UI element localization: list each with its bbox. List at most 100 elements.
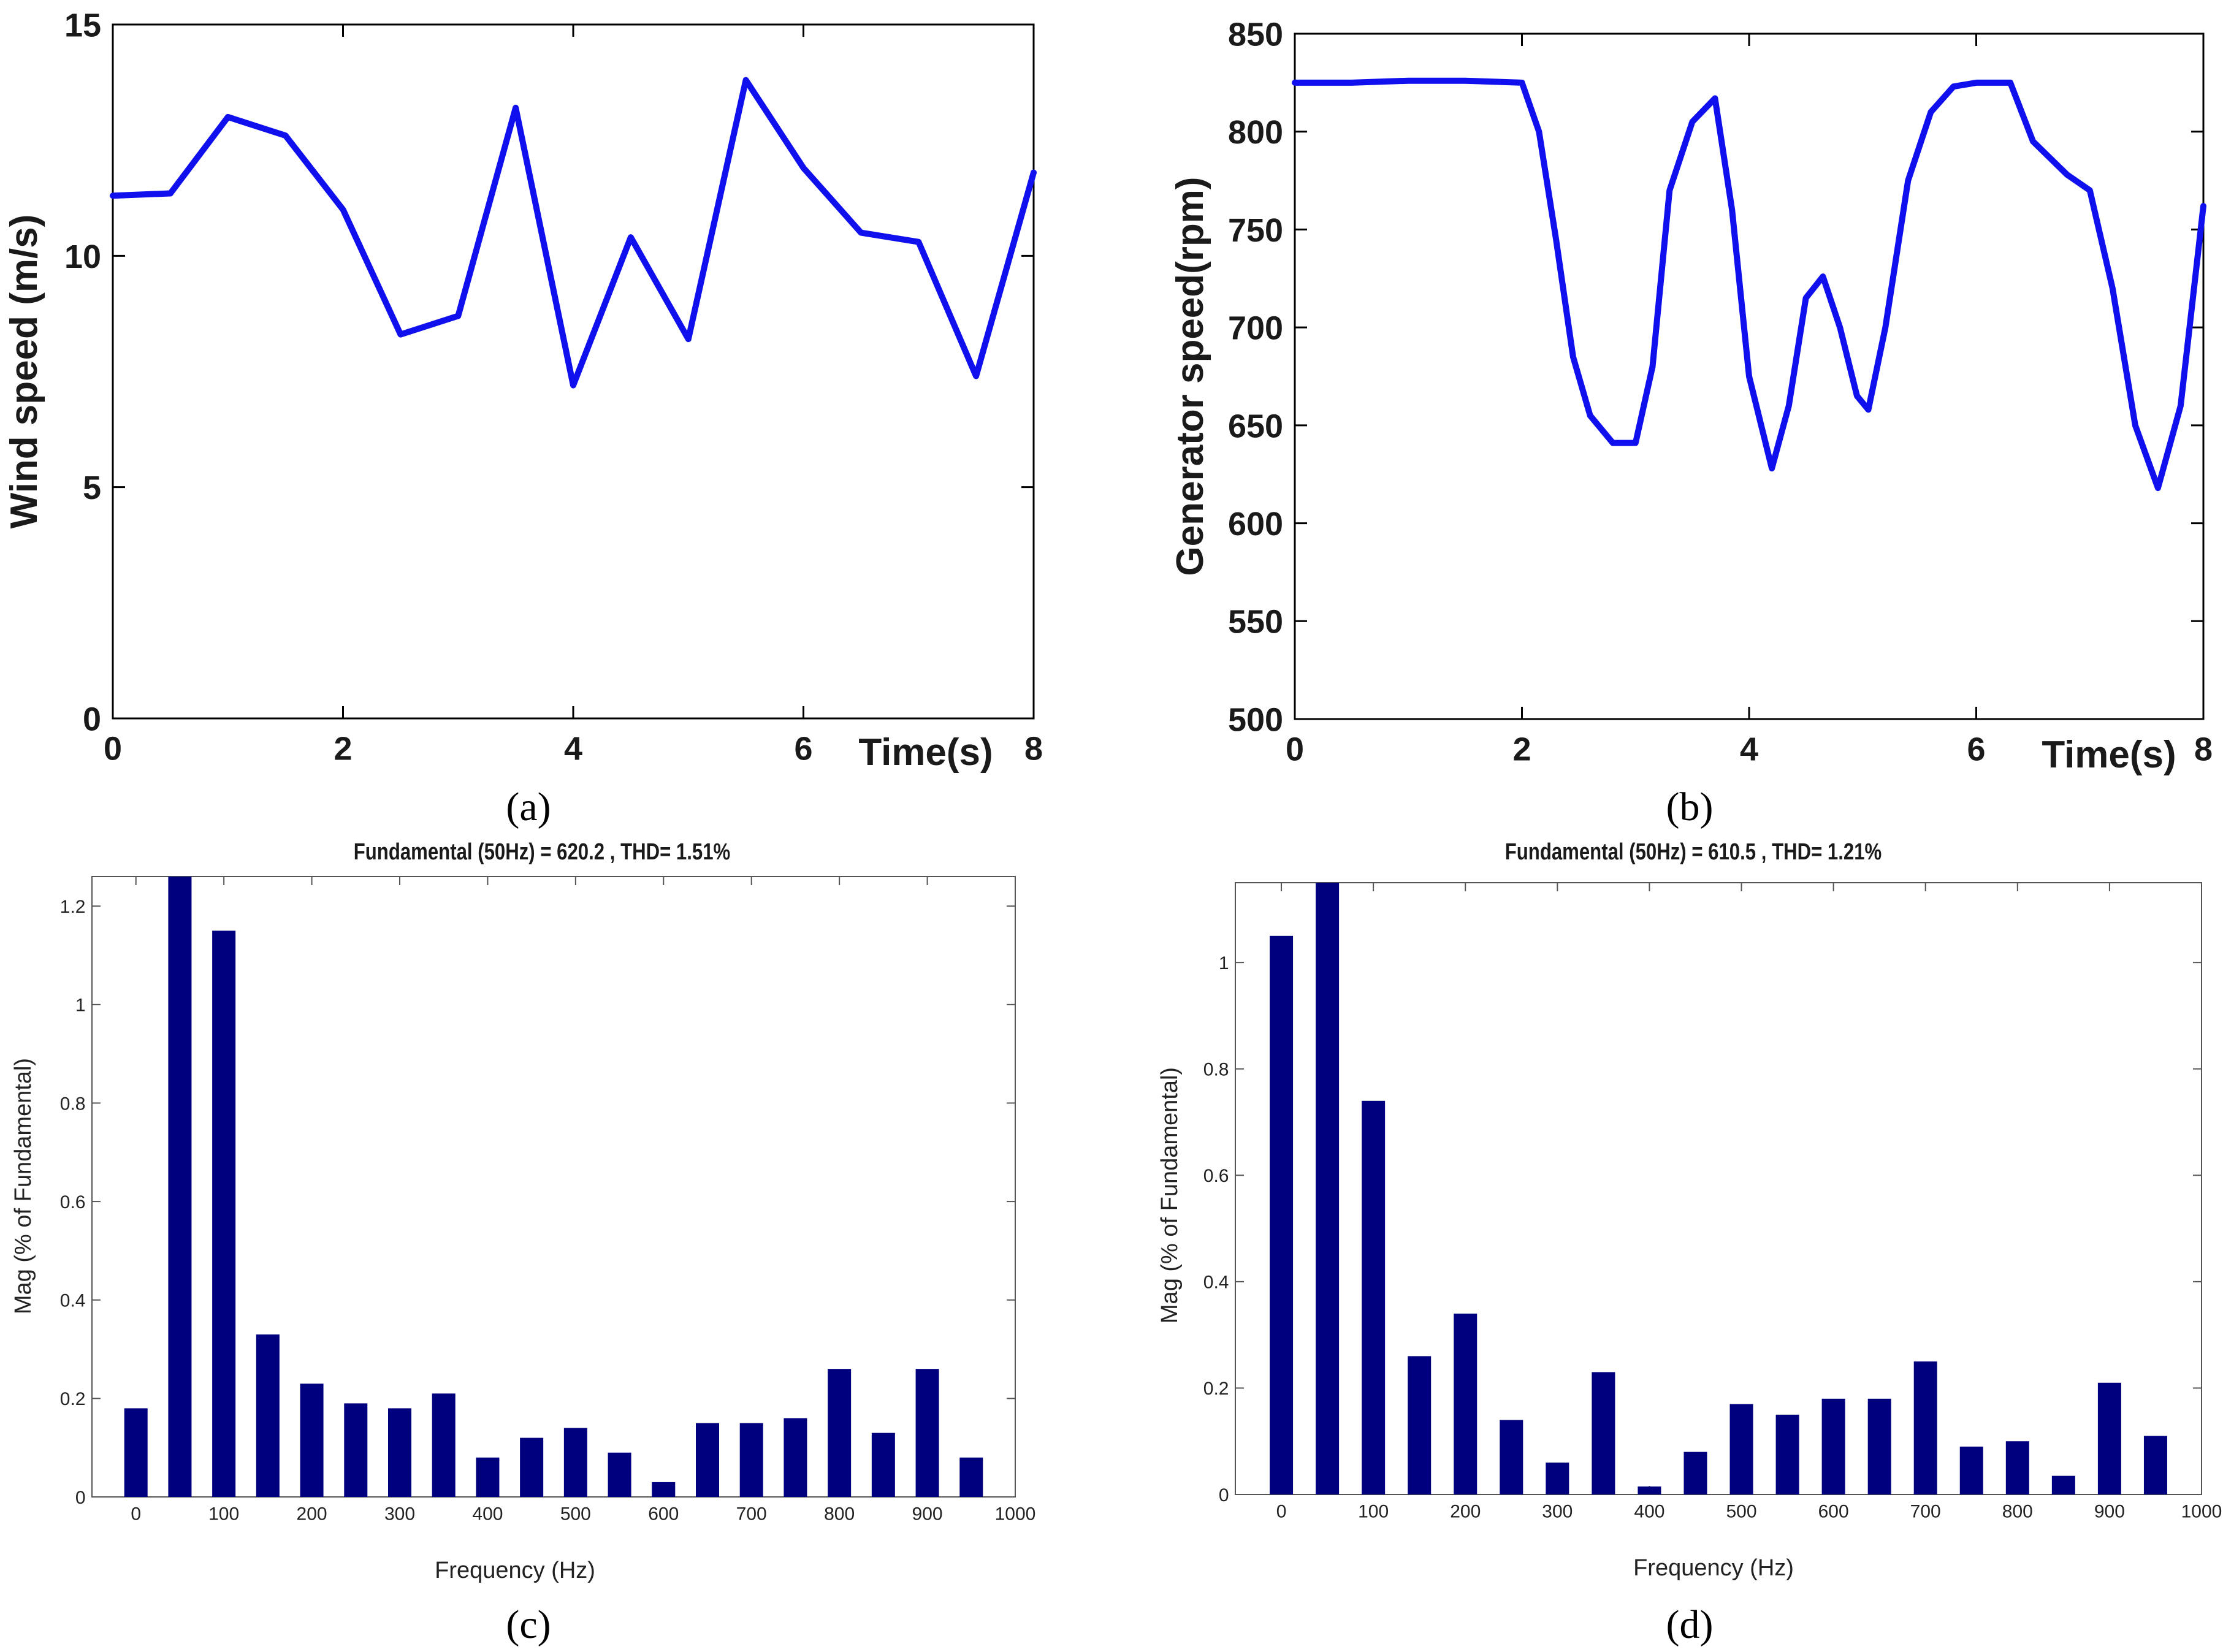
- series-b: [1292, 77, 2206, 492]
- x-tick-label: 800: [2002, 1502, 2033, 1522]
- y-tick-label: 700: [1228, 310, 1283, 347]
- x-tick-label: 2: [1512, 731, 1531, 768]
- y-axis-label-b: Generator speed(rpm): [1169, 177, 1211, 576]
- bar-250hz: [344, 1403, 368, 1497]
- bar-400hz: [1638, 1486, 1661, 1494]
- x-tick-label: 100: [1358, 1502, 1389, 1522]
- x-tick-label: 700: [1910, 1502, 1941, 1522]
- panel-a: 0 2 4 6 8 0 5 10 15 Time(s) Wind speed (m/s) (a): [3, 7, 1043, 829]
- bar-200hz: [1454, 1313, 1478, 1494]
- bar-150hz: [256, 1334, 280, 1497]
- x-tick-label: 4: [1740, 731, 1758, 768]
- x-tick-label: 400: [1634, 1502, 1664, 1522]
- x-tick-label: 0: [1276, 1502, 1287, 1522]
- y-tick-label: 5: [83, 470, 101, 506]
- bar-850hz: [871, 1433, 895, 1497]
- x-tick-label: 6: [794, 731, 812, 767]
- y-tick-label: 0.8: [60, 1094, 86, 1114]
- y-tick-label: 750: [1228, 212, 1283, 249]
- bar-0hz: [124, 1408, 148, 1497]
- bar-150hz: [1408, 1356, 1432, 1494]
- x-tick-label: 400: [472, 1504, 503, 1524]
- y-tick-label: 650: [1228, 408, 1283, 444]
- x-axis-label-c: Frequency (Hz): [435, 1558, 595, 1583]
- x-tick-label: 800: [824, 1504, 855, 1524]
- y-tick-label: 1: [1219, 953, 1229, 973]
- bar-350hz: [432, 1393, 456, 1497]
- x-axis-label-d: Frequency (Hz): [1633, 1555, 1794, 1581]
- y-tick-label: 0: [1219, 1485, 1229, 1505]
- bar-0hz: [1270, 935, 1294, 1494]
- bar-550hz: [608, 1452, 631, 1497]
- series-c: [124, 877, 983, 1497]
- bar-950hz: [959, 1457, 983, 1497]
- x-tick-label: 900: [2094, 1502, 2125, 1522]
- x-tick-label: 600: [648, 1504, 679, 1524]
- x-tick-label: 200: [297, 1504, 327, 1524]
- y-tick-label: 0.4: [1203, 1273, 1229, 1293]
- bar-700hz: [739, 1423, 763, 1497]
- y-tick-label: 0.2: [60, 1389, 86, 1409]
- bar-800hz: [2005, 1441, 2029, 1494]
- bar-750hz: [784, 1418, 807, 1497]
- plot-frame-c: [91, 876, 1016, 1498]
- x-tick-label: 0: [1286, 731, 1304, 768]
- bar-100hz: [1362, 1100, 1386, 1494]
- y-tick-label: 0.6: [60, 1192, 86, 1212]
- y-tick-label: 1: [75, 995, 86, 1016]
- bar-600hz: [1821, 1398, 1845, 1494]
- axis-ticks-d: 0 100 200 300 400 500 600 700 800 900 1000 0 0.2 0.4 0…: [1203, 883, 2222, 1522]
- series-d: [1270, 883, 2167, 1494]
- y-tick-label: 550: [1228, 604, 1283, 641]
- y-tick-label: 0.4: [60, 1291, 86, 1311]
- y-tick-label: 600: [1228, 506, 1283, 542]
- bar-800hz: [828, 1369, 852, 1497]
- y-tick-label: 850: [1228, 16, 1283, 53]
- bar-450hz: [1683, 1452, 1707, 1494]
- x-axis-label-a: Time(s): [858, 731, 993, 774]
- x-axis-label-b: Time(s): [2042, 734, 2176, 776]
- chart-title-c: Fundamental (50Hz) = 620.2 , THD= 1.51%: [354, 839, 731, 865]
- x-tick-label: 600: [1818, 1502, 1849, 1522]
- x-tick-label: 1000: [2181, 1502, 2222, 1522]
- bar-650hz: [696, 1423, 719, 1497]
- bar-200hz: [300, 1384, 324, 1497]
- bar-500hz: [1729, 1404, 1753, 1494]
- y-tick-label: 0: [75, 1488, 86, 1508]
- series-a: [110, 77, 1037, 389]
- bar-950hz: [2143, 1436, 2167, 1494]
- bar-100hz: [212, 931, 236, 1497]
- bar-450hz: [520, 1437, 544, 1497]
- panel-d: Fundamental (50Hz) = 610.5 , THD= 1.21% …: [1157, 839, 2222, 1647]
- x-tick-label: 200: [1450, 1502, 1481, 1522]
- y-axis-label-a: Wind speed (m/s): [3, 215, 45, 529]
- caption-b: (b): [1666, 785, 1714, 829]
- bar-900hz: [915, 1369, 939, 1497]
- bar-250hz: [1500, 1420, 1523, 1494]
- bar-700hz: [1913, 1361, 1937, 1494]
- bar-600hz: [652, 1482, 676, 1497]
- x-tick-label: 500: [560, 1504, 591, 1524]
- y-tick-label: 800: [1228, 114, 1283, 151]
- bar-900hz: [2097, 1382, 2121, 1494]
- caption-a: (a): [506, 785, 551, 829]
- x-tick-label: 900: [912, 1504, 943, 1524]
- bar-750hz: [1959, 1446, 1983, 1494]
- series-line-a: [110, 77, 1037, 389]
- bar-50hz: [168, 877, 192, 1497]
- x-tick-label: 1000: [995, 1504, 1036, 1524]
- caption-d: (d): [1666, 1602, 1714, 1647]
- chart-title-d: Fundamental (50Hz) = 610.5 , THD= 1.21%: [1505, 839, 1882, 865]
- x-tick-label: 700: [736, 1504, 767, 1524]
- y-tick-label: 0.8: [1203, 1060, 1229, 1080]
- y-axis-label-d: Mag (% of Fundamental): [1157, 1067, 1183, 1323]
- bar-650hz: [1867, 1398, 1891, 1494]
- bar-350hz: [1592, 1372, 1615, 1494]
- bar-500hz: [563, 1428, 587, 1497]
- axis-ticks-a: 0 2 4 6 8 0 5 10 15: [64, 7, 1043, 767]
- panel-b: 0 2 4 6 8 500 550 600 650 700 750 800 850 Time(s) Ge…: [1169, 16, 2213, 829]
- caption-c: (c): [506, 1602, 551, 1647]
- x-tick-label: 300: [384, 1504, 415, 1524]
- x-tick-label: 100: [208, 1504, 239, 1524]
